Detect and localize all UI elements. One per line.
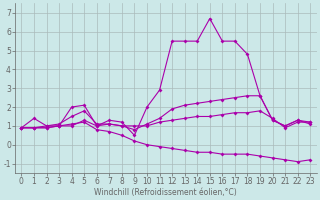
X-axis label: Windchill (Refroidissement éolien,°C): Windchill (Refroidissement éolien,°C) (94, 188, 237, 197)
